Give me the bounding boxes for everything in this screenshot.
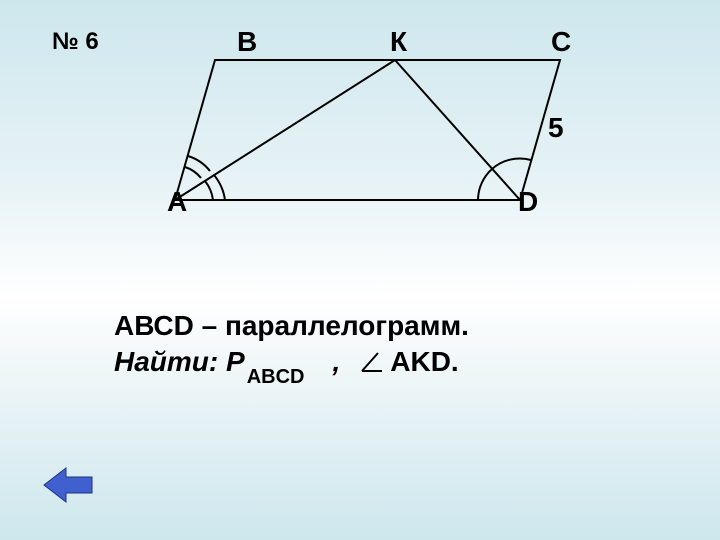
find-subscript: ABCD	[247, 366, 305, 389]
find-line: Найти: Р ABCD , AKD.	[114, 345, 459, 378]
vertex-label-b: В	[237, 26, 257, 58]
find-suffix: AKD.	[390, 346, 458, 378]
vertex-label-d: D	[518, 186, 538, 218]
segment-kd	[395, 60, 520, 200]
statement-text: АВСD – параллелограмм.	[114, 310, 469, 342]
find-comma: ,	[332, 346, 340, 378]
geometry-diagram	[0, 0, 720, 540]
angle-arc-kda	[478, 169, 492, 200]
angle-arc-bak-1	[185, 167, 201, 178]
back-arrow-button[interactable]	[40, 460, 100, 510]
angle-icon	[358, 349, 386, 375]
vertex-label-c: С	[551, 26, 571, 58]
find-prefix: Найти: Р	[114, 346, 245, 378]
vertex-label-a: А	[167, 186, 187, 218]
vertex-label-k: К	[390, 26, 407, 58]
angle-arc-kad-1	[205, 181, 213, 200]
side-length-cd: 5	[548, 112, 564, 144]
angle-arc-kad-2	[214, 175, 225, 200]
angle-arc-kdc	[492, 158, 531, 169]
